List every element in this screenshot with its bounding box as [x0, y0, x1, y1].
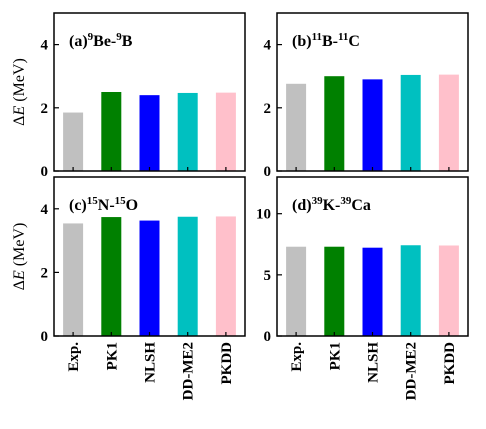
bar-dd-me2 [400, 74, 421, 171]
x-category-label: NLSH [366, 342, 382, 383]
y-tick-label: 0 [41, 329, 49, 345]
label-text: K- [323, 197, 341, 214]
panel-label: (d)39K-39Ca [292, 195, 371, 214]
bar-dd-me2 [400, 245, 421, 336]
y-tick-label: 0 [41, 164, 49, 180]
bar-pk1 [101, 217, 122, 336]
label-text: O [126, 197, 138, 214]
label-superscript: 15 [115, 195, 127, 207]
bar-pkdd [215, 216, 236, 336]
y-tick-label: 2 [41, 265, 49, 281]
x-category-label: Exp. [66, 342, 82, 372]
label-text: C [348, 33, 360, 50]
bar-pkdd [438, 245, 459, 336]
bar-exp [63, 112, 84, 171]
label-text: B [122, 33, 133, 50]
x-category-label: PKDD [219, 342, 235, 385]
label-text: B- [322, 33, 338, 50]
label-text: Ca [351, 197, 371, 214]
label-superscript: 39 [312, 195, 324, 207]
bar-pk1 [324, 246, 345, 336]
label-text: (d) [292, 197, 312, 214]
bar-exp [286, 83, 307, 171]
panel-b: 024 (b)11B-11C [264, 12, 469, 180]
label-text: (a) [69, 33, 88, 50]
bar-pk1 [101, 92, 122, 171]
ylabel-delta: Δ [11, 280, 28, 290]
label-superscript: 9 [88, 31, 94, 43]
bar-dd-me2 [177, 216, 198, 336]
ylabel-unit: (MeV) [11, 58, 28, 106]
label-superscript: 39 [340, 195, 352, 207]
bar-nlsh [362, 79, 383, 171]
panel-label: (c)15N-15O [69, 195, 138, 214]
y-tick-label: 5 [264, 268, 272, 284]
ylabel-unit: (MeV) [11, 223, 28, 271]
y-tick-label: 2 [41, 101, 49, 117]
ylabel-variable: E [11, 106, 28, 117]
panel-label: (b)11B-11C [292, 31, 360, 50]
y-axis-label: ΔE (MeV) [11, 58, 28, 126]
ylabel-delta: Δ [11, 116, 28, 126]
y-axis-label: ΔE (MeV) [11, 223, 28, 291]
label-superscript: 11 [338, 31, 348, 43]
y-tick-label: 0 [264, 329, 272, 345]
label-text: (c) [69, 197, 87, 214]
label-superscript: 15 [87, 195, 99, 207]
bar-nlsh [362, 247, 383, 336]
panel-label: (a)9Be-9B [69, 31, 133, 50]
bar-nlsh [139, 95, 160, 171]
label-text: Be- [93, 33, 116, 50]
x-category-label: PK1 [104, 342, 120, 370]
bar-nlsh [139, 220, 160, 336]
x-category-label: DD-ME2 [404, 342, 420, 400]
y-tick-label: 4 [264, 38, 272, 54]
y-tick-label: 0 [264, 164, 272, 180]
bar-pkdd [215, 92, 236, 171]
label-text: N- [98, 197, 115, 214]
x-category-label: DD-ME2 [181, 342, 197, 400]
label-text: (b) [292, 33, 312, 50]
ylabel-variable: E [11, 270, 28, 281]
bar-exp [286, 246, 307, 336]
x-category-label: NLSH [143, 342, 159, 383]
y-tick-label: 2 [264, 101, 272, 117]
x-category-label: Exp. [289, 342, 305, 372]
y-tick-label: 10 [256, 207, 271, 223]
bar-dd-me2 [177, 92, 198, 171]
y-tick-label: 4 [41, 38, 49, 54]
bar-pk1 [324, 76, 345, 171]
label-superscript: 9 [116, 31, 122, 43]
bar-pkdd [438, 74, 459, 171]
bar-exp [63, 223, 84, 336]
x-category-label: PK1 [327, 342, 343, 370]
y-tick-label: 4 [41, 202, 49, 218]
x-category-label: PKDD [442, 342, 458, 385]
label-superscript: 11 [312, 31, 322, 43]
